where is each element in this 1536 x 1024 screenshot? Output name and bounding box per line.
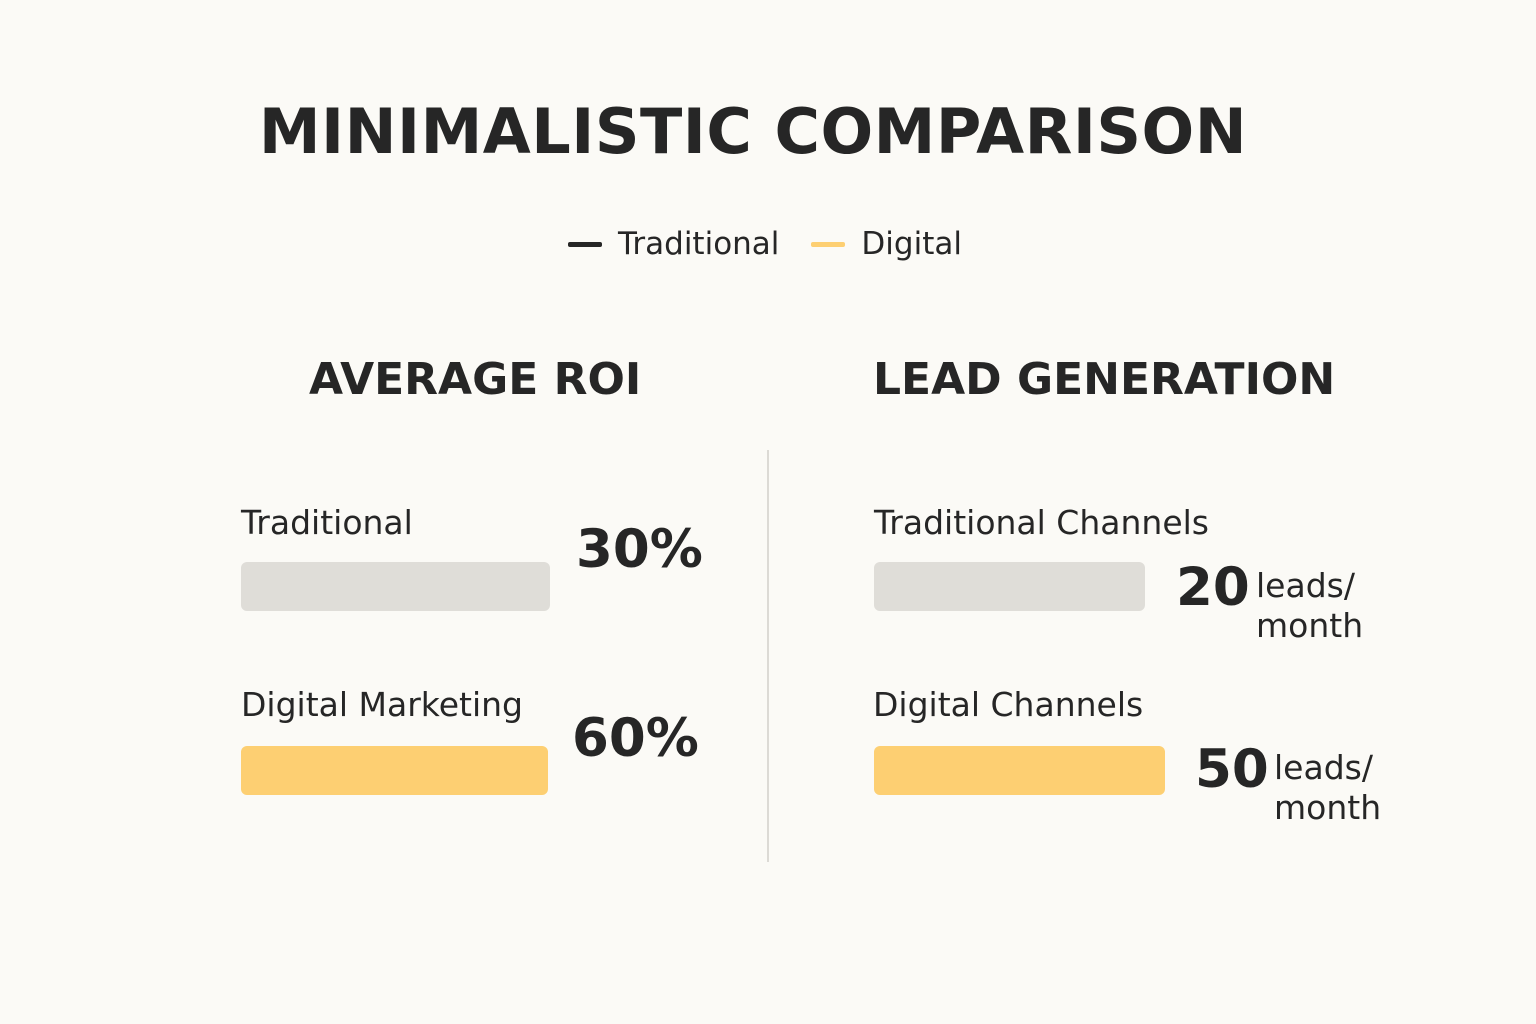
- leads-label-traditional: Traditional Channels: [874, 503, 1209, 542]
- roi-value-traditional: 30%: [576, 519, 703, 580]
- leads-value-traditional: 20: [1176, 557, 1250, 618]
- roi-label-traditional: Traditional: [241, 503, 413, 542]
- roi-bar-traditional: [241, 562, 550, 611]
- roi-bar-digital: [241, 746, 548, 795]
- legend-label-digital: Digital: [861, 226, 962, 262]
- leads-bar-traditional: [874, 562, 1145, 611]
- roi-label-digital: Digital Marketing: [241, 685, 523, 724]
- leads-unit-digital: leads/ month: [1274, 748, 1382, 827]
- legend: Traditional Digital: [0, 224, 1530, 264]
- legend-item-traditional: Traditional: [568, 224, 779, 264]
- leads-label-digital: Digital Channels: [873, 685, 1144, 724]
- leads-unit-traditional: leads/ month: [1256, 566, 1364, 645]
- panel-divider: [767, 450, 769, 862]
- leads-section-title: LEAD GENERATION: [873, 354, 1336, 405]
- roi-section-title: AVERAGE ROI: [309, 354, 642, 405]
- roi-value-digital: 60%: [572, 708, 699, 769]
- legend-swatch-digital: [811, 241, 846, 247]
- legend-item-digital: Digital: [811, 224, 962, 264]
- leads-bar-digital: [874, 746, 1165, 795]
- legend-label-traditional: Traditional: [618, 226, 780, 262]
- chart-title: MINIMALISTIC COMPARISON: [258, 95, 1248, 168]
- legend-swatch-traditional: [568, 241, 603, 247]
- leads-value-digital: 50: [1195, 739, 1269, 800]
